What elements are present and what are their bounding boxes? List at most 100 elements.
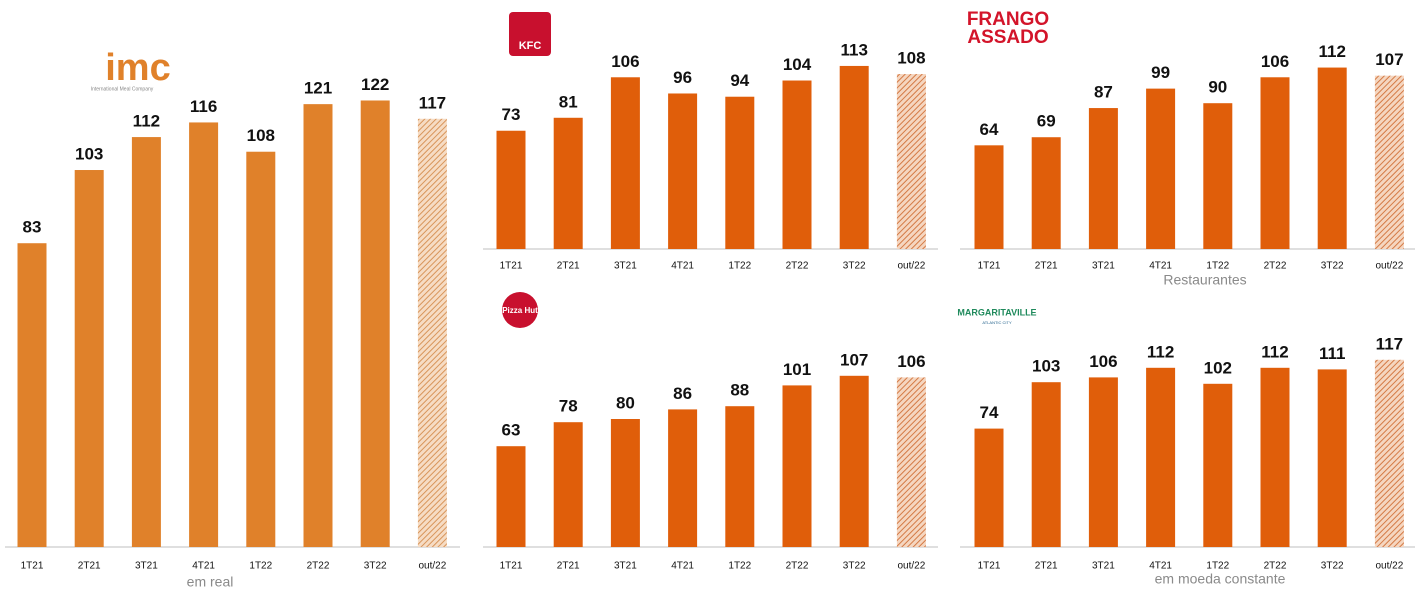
logo-text: ASSADO [967,27,1048,48]
x-tick-label: 1T21 [21,561,44,572]
logo-text: KFC [519,40,542,52]
bar [496,130,526,249]
x-tick-label: out/22 [1375,261,1403,272]
x-tick-label: 3T21 [135,561,158,572]
bar [839,375,869,547]
bar [782,80,812,250]
value-label: 86 [673,384,692,403]
value-label: 112 [1147,342,1174,361]
value-label: 113 [840,40,867,59]
x-tick-label: 2T22 [307,561,330,572]
value-label: 117 [1376,334,1403,353]
x-tick-label: 2T22 [1264,561,1287,572]
value-label: 103 [1032,357,1060,376]
value-label: 80 [616,393,635,412]
value-label: 69 [1037,112,1056,131]
x-tick-label: 1T21 [500,261,523,272]
value-label: 99 [1151,63,1170,82]
x-tick-label: 3T22 [843,261,866,272]
x-tick-label: 3T21 [1092,261,1115,272]
value-label: 106 [897,352,925,371]
x-tick-label: 1T22 [1206,261,1229,272]
value-label: 83 [23,218,42,237]
logo-text: MARGARITAVILLE [957,307,1036,317]
note: em moeda constante [1155,571,1286,587]
value-label: 112 [133,112,160,131]
bar [725,406,755,547]
x-tick-label: 2T22 [1264,261,1287,272]
bar [1088,108,1118,249]
bar [1146,88,1176,250]
value-label: 106 [611,52,639,71]
bar [1088,377,1118,547]
value-label: 106 [1089,352,1117,371]
bar [974,428,1004,547]
value-label: 121 [304,79,332,98]
x-tick-label: out/22 [897,261,925,272]
bar [246,151,276,547]
bar [553,422,583,547]
bar [1146,367,1176,547]
bar [496,446,526,547]
x-tick-label: out/22 [418,561,446,572]
x-tick-label: 1T21 [978,561,1001,572]
logo-text: FRANGO [967,9,1049,30]
x-tick-label: 2T22 [786,561,809,572]
x-tick-label: 1T22 [1206,561,1229,572]
x-tick-label: 3T22 [843,561,866,572]
bar [17,243,47,547]
x-tick-label: 4T21 [1149,561,1172,572]
logo-circle [502,292,538,328]
bar [74,170,104,547]
x-tick-label: 3T21 [1092,561,1115,572]
bar [974,145,1004,249]
logo-text: ATLANTIC CITY [982,320,1012,325]
bar [1031,137,1061,249]
bar [725,96,755,249]
note: em real [187,574,234,590]
value-label: 106 [1261,52,1289,71]
x-tick-label: 2T21 [557,561,580,572]
x-tick-label: 1T21 [978,261,1001,272]
bar [189,122,219,547]
x-tick-label: 4T21 [1149,261,1172,272]
value-label: 122 [361,75,389,94]
x-tick-label: 3T22 [364,561,387,572]
bar [782,385,812,547]
note: Restaurantes [1163,272,1246,288]
bar [896,377,926,547]
bar [1317,369,1347,547]
value-label: 108 [247,126,275,145]
value-label: 103 [75,145,103,164]
value-label: 116 [190,97,217,116]
x-tick-label: 2T21 [1035,261,1058,272]
x-tick-label: 2T21 [78,561,101,572]
bar [131,137,161,547]
value-label: 90 [1208,78,1227,97]
value-label: 112 [1261,342,1288,361]
x-tick-label: 3T22 [1321,561,1344,572]
value-label: 112 [1318,42,1345,61]
x-tick-label: 3T22 [1321,261,1344,272]
value-label: 74 [980,403,999,422]
value-label: 96 [673,68,692,87]
value-label: 73 [502,105,521,124]
value-label: 107 [1375,50,1403,69]
bar [1203,103,1233,249]
x-tick-label: 1T21 [500,561,523,572]
bar [839,65,869,249]
logo-box [509,12,551,56]
x-tick-label: 1T22 [249,561,272,572]
bar [553,117,583,249]
bar [1260,367,1290,547]
x-tick-label: 4T21 [671,561,694,572]
bar [1203,383,1233,547]
bar [610,419,640,547]
value-label: 81 [559,92,578,111]
x-tick-label: 2T21 [1035,561,1058,572]
bar [303,104,333,547]
value-label: 94 [730,71,749,90]
value-label: 111 [1319,344,1346,363]
bar [1031,382,1061,547]
